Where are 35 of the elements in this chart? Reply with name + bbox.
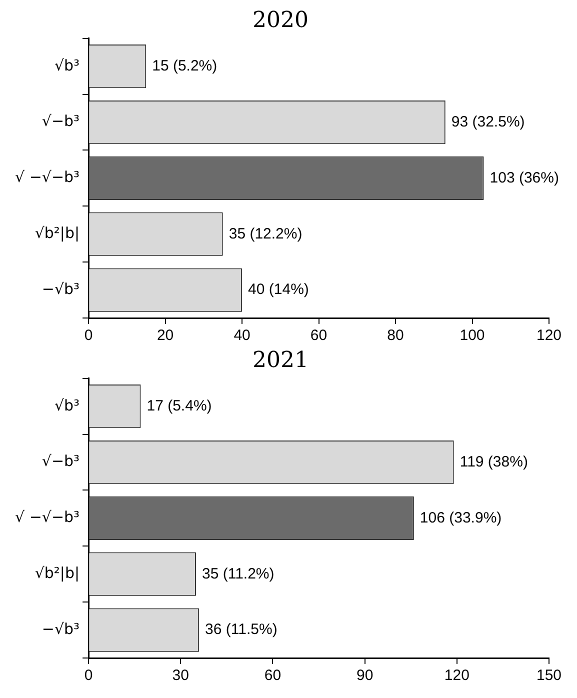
x-tick-label: 150 — [536, 667, 562, 684]
x-tick-label: 0 — [84, 667, 93, 684]
x-tick-label: 120 — [444, 667, 470, 684]
x-tick-label: 0 — [84, 327, 93, 344]
y-tick-label: √ −√−b³ — [14, 168, 80, 186]
chart-title: 2021 — [252, 348, 308, 373]
y-tick-label: −√b³ — [42, 280, 80, 298]
x-tick-label: 80 — [387, 327, 404, 344]
y-tick-label: √−b³ — [42, 112, 80, 130]
data-label: 103 (36%) — [490, 169, 559, 186]
y-tick-label: √ −√−b³ — [14, 508, 80, 526]
data-label: 36 (11.5%) — [205, 621, 278, 638]
data-label: 35 (12.2%) — [228, 225, 302, 242]
data-label: 93 (32.5%) — [451, 113, 525, 130]
x-tick-label: 60 — [310, 327, 328, 344]
x-tick-label: 20 — [156, 327, 174, 344]
chart-title: 2020 — [252, 8, 308, 33]
y-tick-label: √b²|b| — [34, 224, 80, 242]
y-tick-label: √−b³ — [42, 452, 80, 470]
x-tick-label: 120 — [536, 327, 562, 344]
y-tick-label: √b³ — [54, 56, 80, 74]
data-label: 17 (5.4%) — [146, 398, 212, 414]
x-tick-label: 90 — [356, 667, 374, 684]
x-tick-label: 100 — [460, 327, 485, 344]
data-label: 40 (14%) — [248, 281, 309, 298]
x-tick-label: 60 — [264, 667, 282, 684]
y-tick-label: −√b³ — [42, 620, 80, 638]
x-tick-label: 40 — [234, 327, 250, 344]
data-label: 119 (38%) — [460, 453, 528, 470]
data-label: 106 (33.9%) — [420, 509, 502, 526]
data-label: 15 (5.2%) — [152, 58, 218, 74]
y-tick-label: √b³ — [54, 396, 80, 414]
x-tick-label: 30 — [172, 667, 189, 684]
data-label: 35 (11.2%) — [202, 565, 274, 582]
y-tick-label: √b²|b| — [34, 564, 80, 582]
